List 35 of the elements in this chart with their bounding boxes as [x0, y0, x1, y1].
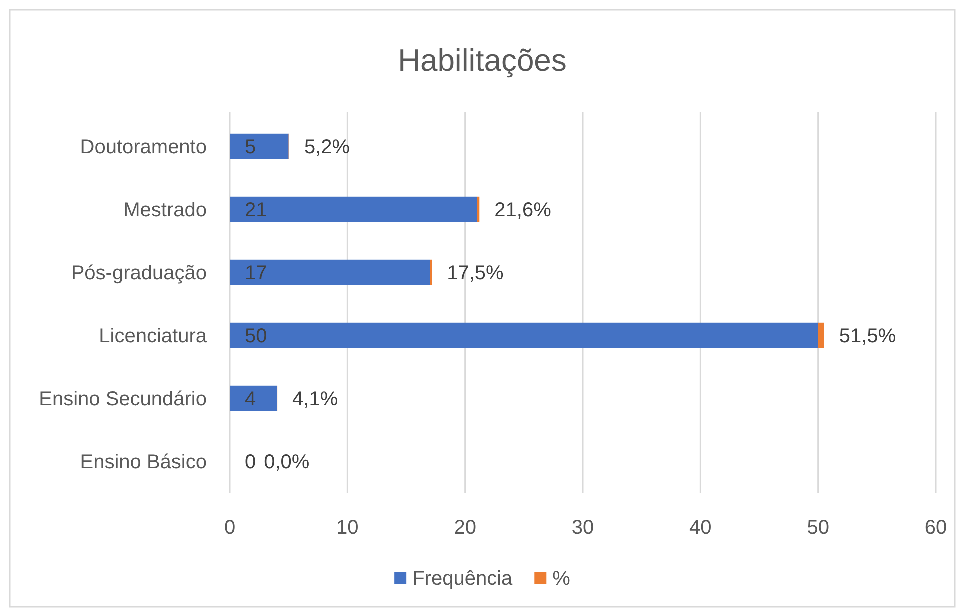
y-tick-label: Mestrado	[124, 200, 207, 222]
y-tick-label: Licenciatura	[99, 326, 208, 348]
bar	[230, 260, 430, 286]
data-label: 17,5%	[447, 262, 504, 284]
bar	[230, 322, 818, 348]
data-label: 5	[245, 136, 256, 158]
data-label: 21	[245, 200, 268, 222]
bar	[230, 196, 478, 222]
y-tick-label: Ensino Básico	[80, 452, 207, 474]
data-label: 17	[245, 262, 268, 284]
data-label: 5,2%	[304, 136, 350, 158]
bar	[230, 134, 289, 160]
x-tick-label: 60	[924, 517, 948, 539]
legend-label: %	[552, 568, 571, 590]
data-label: 50	[245, 326, 268, 348]
bar	[477, 196, 480, 222]
chart-title: Habilitações	[398, 42, 567, 78]
y-tick-label: Doutoramento	[80, 136, 207, 158]
data-label: 0,0%	[264, 452, 310, 474]
data-label: 51,5%	[839, 326, 896, 348]
data-label: 4	[245, 388, 256, 410]
data-label: 21,6%	[494, 200, 552, 222]
x-tick-label: 30	[572, 517, 594, 539]
y-tick-label: Pós-graduação	[71, 262, 207, 284]
x-tick-label: 50	[807, 517, 830, 539]
y-tick-label: Ensino Secundário	[39, 388, 207, 410]
legend-label: Frequência	[412, 568, 514, 590]
x-tick-label: 40	[690, 517, 712, 539]
data-label: 0	[245, 452, 256, 474]
x-tick-label: 20	[454, 517, 476, 539]
bar	[230, 386, 278, 412]
x-tick-label: 10	[336, 517, 359, 539]
x-tick-label: 0	[224, 517, 236, 539]
data-label: 4,1%	[292, 388, 338, 410]
bar	[818, 322, 824, 348]
